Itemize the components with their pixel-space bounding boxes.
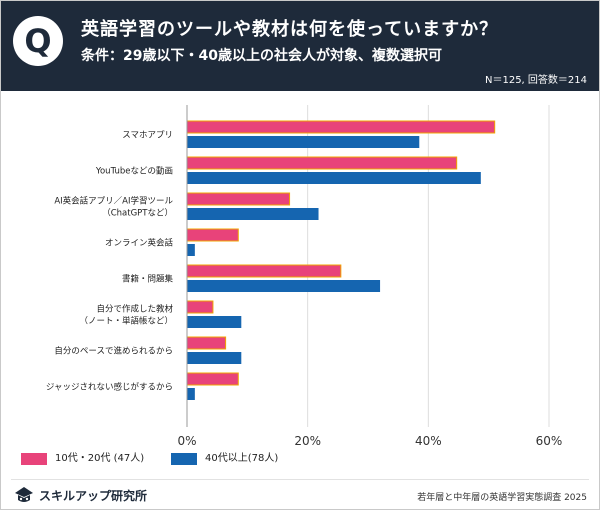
bar-series1 <box>186 228 239 242</box>
bar-series1 <box>186 192 291 206</box>
header-banner: Q 英語学習のツールや教材は何を使っていますか？ 条件：29歳以下・40歳以上の… <box>1 1 599 91</box>
bar-series1 <box>186 120 496 134</box>
bar-series2 <box>187 208 319 220</box>
bar-series2 <box>187 280 381 292</box>
category-label: ジャッジされない感じがするから <box>46 382 173 393</box>
x-tick-labels: 0% 20% 40% 60% <box>177 434 562 448</box>
category-label: スマホアプリ <box>122 131 173 141</box>
bar-series1 <box>186 300 214 314</box>
q-badge: Q <box>13 16 63 66</box>
bar-series1 <box>186 156 458 170</box>
category-label: AI英会話アプリ／AI学習ツール <box>54 196 173 207</box>
category-label: （ノート・単語帳など） <box>79 316 173 327</box>
x-tick-label: 20% <box>294 434 321 448</box>
company-name: スキルアップ研究所 <box>39 489 148 503</box>
category-label: オンライン英会話 <box>105 238 174 249</box>
bar-series1 <box>186 336 227 350</box>
legend-swatch-series2 <box>171 453 197 465</box>
x-tick-label: 0% <box>177 434 196 448</box>
q-letter: Q <box>24 22 52 60</box>
company-logo-icon <box>15 487 33 502</box>
category-label: 自分のペースで進められるから <box>54 346 173 357</box>
legend-label-series2: 40代以上(78人) <box>205 453 279 464</box>
legend-label-series1: 10代・20代 (47人) <box>55 453 145 464</box>
x-tick-label: 40% <box>415 434 442 448</box>
bar-series1 <box>186 264 342 278</box>
question-title: 英語学習のツールや教材は何を使っていますか？ <box>81 19 499 40</box>
bar-series2 <box>187 352 242 364</box>
bar-series2 <box>187 316 242 328</box>
category-label: 書籍・問題集 <box>122 274 174 285</box>
category-label: YouTubeなどの動画 <box>95 166 173 177</box>
question-conditions: 条件：29歳以下・40歳以上の社会人が対象、複数選択可 <box>81 48 442 64</box>
x-tick-label: 60% <box>536 434 563 448</box>
chart-bars <box>186 105 496 427</box>
bar-series2 <box>187 244 195 256</box>
category-label: 自分で作成した教材 <box>96 304 173 315</box>
legend-swatch-series1 <box>21 453 47 465</box>
bar-series1 <box>186 372 239 386</box>
bar-series2 <box>187 388 195 400</box>
sample-size: N＝125, 回答数＝214 <box>484 75 587 86</box>
footer-divider <box>11 479 589 480</box>
category-label: （ChatGPTなど） <box>102 208 173 219</box>
category-labels: スマホアプリ YouTubeなどの動画 AI英会話アプリ／AI学習ツール（ChatG… <box>46 131 174 393</box>
bar-chart: スマホアプリ YouTubeなどの動画 AI英会話アプリ／AI学習ツール（ChatG… <box>46 105 562 448</box>
bar-series2 <box>187 136 420 148</box>
survey-source: 若年層と中年層の英語学習実態調査 2025 <box>417 493 587 503</box>
bar-series2 <box>187 172 481 184</box>
